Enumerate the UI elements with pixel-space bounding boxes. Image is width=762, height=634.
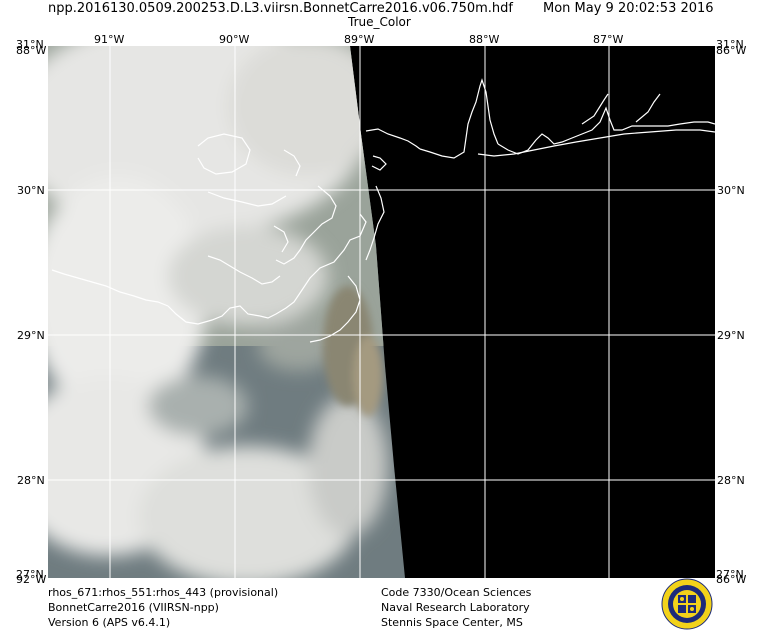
map-svg [48,46,715,578]
naval-research-laboratory-seal-icon [661,578,713,630]
corner-bottom-right-lat: 27°N [716,568,744,581]
corner-top-right-lon: 86°W [716,44,747,57]
lon-label-89w: 89°W [344,33,375,46]
footer-org-line-1: Code 7330/Ocean Sciences [381,586,532,599]
image-filename: npp.2016130.0509.200253.D.L3.viirsn.Bonn… [48,1,513,16]
coastline [51,78,715,343]
product-title: True_Color [348,15,411,29]
footer-version-line: Version 6 (APS v6.4.1) [48,616,171,629]
corner-bottom-left-lon: 92°W [16,573,47,586]
lat-label-28n-left: 28°N [17,474,45,487]
satellite-map [48,46,715,578]
corner-bottom-left-lat: 27°N [16,568,44,581]
corner-top-left-lat: 31°N [16,38,44,51]
corner-top-right-lat: 31°N [716,38,744,51]
footer-product-line: rhos_671:rhos_551:rhos_443 (provisional) [48,586,279,599]
lon-label-91w: 91°W [94,33,125,46]
image-timestamp: Mon May 9 20:02:53 2016 [543,1,714,16]
footer-org-line-3: Stennis Space Center, MS [381,616,523,629]
lat-label-28n-right: 28°N [717,474,745,487]
lat-label-29n-right: 29°N [717,329,745,342]
seal-svg [661,578,713,630]
graticule [48,46,715,578]
corner-bottom-right-lon: 86°W [716,573,747,586]
lon-label-87w: 87°W [593,33,624,46]
lon-label-88w: 88°W [469,33,500,46]
lon-label-90w: 90°W [219,33,250,46]
lat-label-29n-left: 29°N [17,329,45,342]
corner-top-left-lon: 88°W [16,44,47,57]
footer-project-line: BonnetCarre2016 (VIIRSN-npp) [48,601,219,614]
footer-org-line-2: Naval Research Laboratory [381,601,530,614]
lat-label-30n-right: 30°N [717,184,745,197]
lat-label-30n-left: 30°N [17,184,45,197]
